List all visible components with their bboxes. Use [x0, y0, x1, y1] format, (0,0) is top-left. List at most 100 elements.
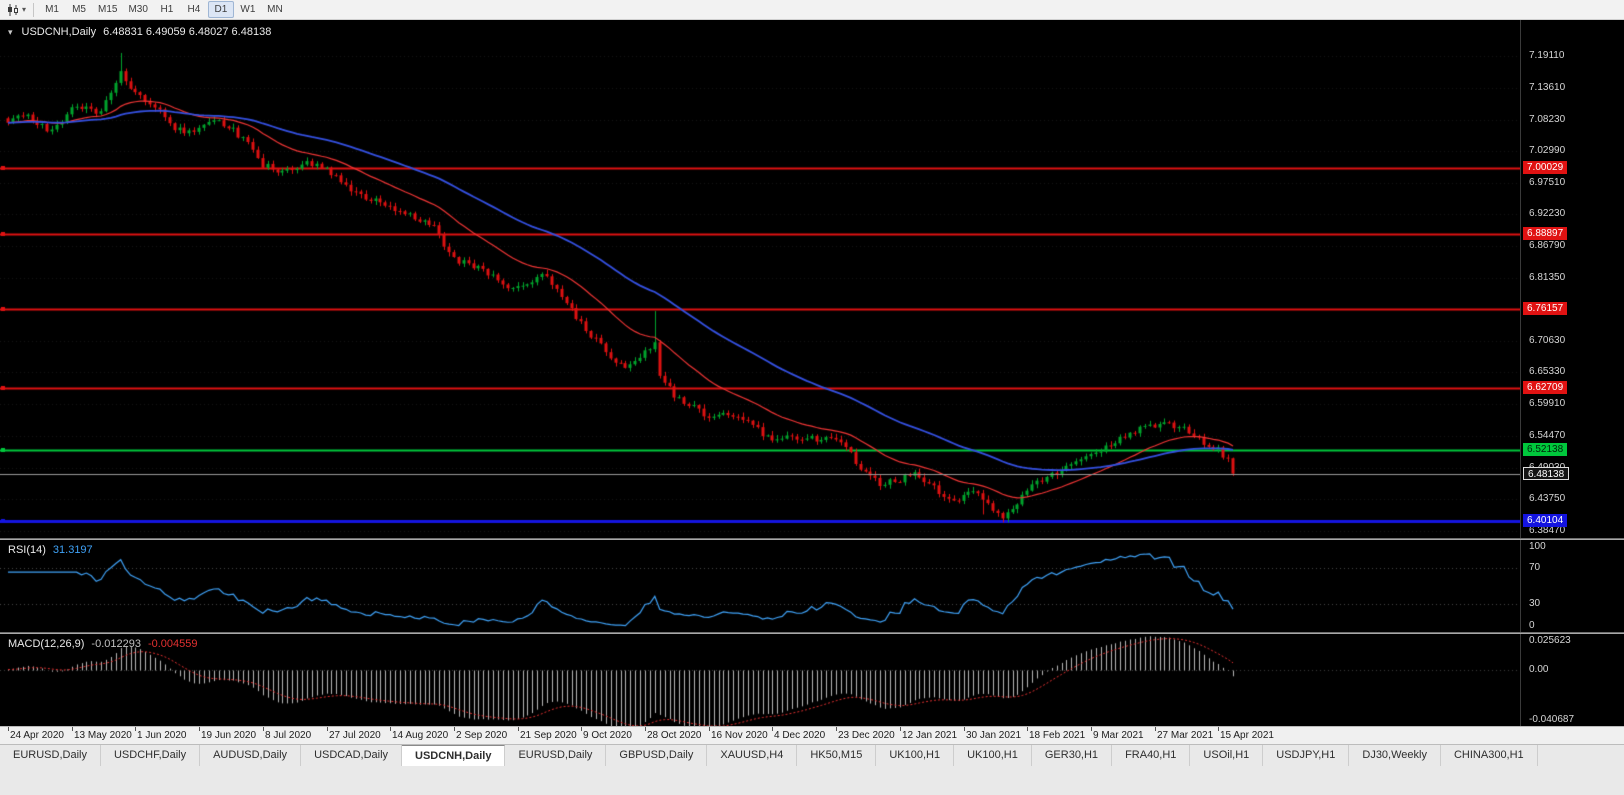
time-axis-label: 14 Aug 2020	[392, 730, 449, 741]
macd-signal-value: -0.004559	[147, 638, 198, 650]
timeframe-button-mn[interactable]: MN	[267, 4, 283, 15]
time-axis-label: 24 Apr 2020	[10, 730, 64, 741]
timeframe-button-w1[interactable]: W1	[240, 4, 256, 15]
price-axis[interactable]: 7.19110 7.13610 7.08230 7.02990 6.97510 6.922…	[1520, 20, 1624, 726]
rsi-name: RSI(14)	[8, 544, 46, 556]
chart-tab-usdcad-daily[interactable]: USDCAD,Daily	[301, 745, 403, 766]
price-level-tag[interactable]: 7.00029	[1523, 161, 1568, 175]
chart-tab-uk100-h1[interactable]: UK100,H1	[954, 745, 1032, 766]
chart-tabs-bar: EURUSD,Daily USDCHF,Daily AUDUSD,Daily USDC…	[0, 744, 1624, 766]
time-axis-tick	[199, 727, 200, 731]
macd-axis-label: -0.040687	[1529, 714, 1575, 725]
one-click-trading-arrow[interactable]: ▾	[8, 26, 13, 37]
chart-type-dropdown-caret[interactable]: ▾	[22, 5, 27, 14]
price-level-tag[interactable]: 6.76157	[1523, 301, 1568, 315]
price-axis-tick-label: 6.86790	[1529, 240, 1566, 252]
chart-tab-usoil-h1[interactable]: USOil,H1	[1190, 745, 1264, 766]
rsi-indicator-canvas[interactable]	[0, 540, 1520, 632]
time-axis-tick	[581, 727, 582, 731]
macd-axis-label: 0.00	[1529, 663, 1549, 675]
time-axis-tick	[709, 727, 710, 731]
price-axis-tick-label: 6.54470	[1529, 430, 1566, 442]
macd-label: MACD(12,26,9) -0.012293 -0.004559	[8, 638, 198, 650]
chart-tab-fra40-h1[interactable]: FRA40,H1	[1112, 745, 1191, 766]
window-bottom-filler	[0, 766, 1624, 795]
pane-divider-rsi[interactable]	[0, 538, 1624, 540]
time-axis-tick	[1218, 727, 1219, 731]
time-axis-label: 30 Jan 2021	[966, 730, 1022, 741]
rsi-axis-label: 70	[1529, 561, 1541, 573]
timeframe-button-m15[interactable]: M15	[98, 4, 118, 15]
chart-tab-ger30-h1[interactable]: GER30,H1	[1031, 745, 1113, 766]
rsi-value: 31.3197	[52, 544, 93, 556]
macd-name: MACD(12,26,9)	[8, 638, 85, 650]
chart-tab-usdcnh-daily[interactable]: USDCNH,Daily	[402, 745, 506, 766]
chart-tab-eurusd-daily[interactable]: EURUSD,Daily	[505, 745, 607, 766]
price-axis-tick-label: 6.92230	[1529, 208, 1566, 220]
price-level-tag[interactable]: 6.52138	[1523, 443, 1568, 457]
time-axis-label: 18 Feb 2021	[1029, 730, 1086, 741]
time-axis-label: 21 Sep 2020	[520, 730, 577, 741]
timeframe-toolbar: ▾ M1 M5 M15 M30 H1 H4 D1 W1 MN	[0, 0, 1624, 20]
chart-tab-xauusd-h4[interactable]: XAUUSD,H4	[707, 745, 798, 766]
timeframe-button-m1[interactable]: M1	[45, 4, 59, 15]
time-axis-tick	[1027, 727, 1028, 731]
chart-tab-audusd-daily[interactable]: AUDUSD,Daily	[200, 745, 302, 766]
time-axis-tick	[772, 727, 773, 731]
price-axis-tick-label: 7.13610	[1529, 82, 1566, 94]
macd-main-value: -0.012293	[91, 638, 141, 650]
price-axis-tick-label: 7.02990	[1529, 144, 1566, 156]
timeframe-button-h4[interactable]: H4	[187, 4, 201, 15]
time-axis-tick	[836, 727, 837, 731]
timeframe-button-h1[interactable]: H1	[160, 4, 174, 15]
time-axis-label: 19 Jun 2020	[201, 730, 257, 741]
chart-type-icon[interactable]	[4, 2, 22, 18]
price-axis-tick-label: 6.43750	[1529, 493, 1566, 505]
price-axis-tick-label: 7.08230	[1529, 113, 1566, 125]
timeframe-button-m30[interactable]: M30	[128, 4, 148, 15]
rsi-axis-label: 30	[1529, 598, 1541, 610]
chart-tab-usdjpy-h1[interactable]: USDJPY,H1	[1263, 745, 1350, 766]
time-axis-label: 9 Oct 2020	[583, 730, 632, 741]
chart-region: ▾ USDCNH,Daily 6.48831 6.49059 6.48027 6…	[0, 20, 1624, 726]
time-axis-tick	[135, 727, 136, 731]
chart-tab-china300-h1[interactable]: CHINA300,H1	[1440, 745, 1538, 766]
time-axis-label: 2 Sep 2020	[456, 730, 508, 741]
time-axis-label: 16 Nov 2020	[711, 730, 768, 741]
time-axis-tick	[390, 727, 391, 731]
chart-tab-hk50-m15[interactable]: HK50,M15	[797, 745, 877, 766]
price-level-tag[interactable]: 6.88897	[1523, 226, 1568, 240]
time-axis-label: 1 Jun 2020	[137, 730, 187, 741]
chart-tab-dj30-weekly[interactable]: DJ30,Weekly	[1349, 745, 1441, 766]
chart-title-overlay: ▾ USDCNH,Daily 6.48831 6.49059 6.48027 6…	[8, 26, 271, 38]
chart-tab-usdchf-daily[interactable]: USDCHF,Daily	[100, 745, 201, 766]
time-axis-tick	[1091, 727, 1092, 731]
time-axis[interactable]: 24 Apr 2020 13 May 2020 1 Jun 2020 19 Jun 2…	[0, 726, 1624, 744]
pane-divider-macd[interactable]	[0, 632, 1624, 634]
timeframe-button-d1[interactable]: D1	[207, 1, 234, 18]
price-level-tag[interactable]: 6.40104	[1523, 513, 1568, 527]
chart-tab-eurusd-daily[interactable]: EURUSD,Daily	[0, 745, 101, 766]
chart-tab-gbpusd-daily[interactable]: GBPUSD,Daily	[606, 745, 708, 766]
price-chart-canvas[interactable]	[0, 20, 1520, 538]
time-axis-label: 9 Mar 2021	[1093, 730, 1144, 741]
time-axis-tick	[518, 727, 519, 731]
time-axis-tick	[263, 727, 264, 731]
macd-indicator-canvas[interactable]	[0, 634, 1520, 726]
time-axis-label: 8 Jul 2020	[265, 730, 312, 741]
price-axis-tick-label: 6.97510	[1529, 176, 1566, 188]
time-axis-label: 12 Jan 2021	[902, 730, 958, 741]
bid-price-tag: 6.48138	[1523, 466, 1570, 480]
time-axis-tick	[72, 727, 73, 731]
time-axis-tick	[327, 727, 328, 731]
time-axis-label: 15 Apr 2021	[1220, 730, 1274, 741]
price-level-tag[interactable]: 6.62709	[1523, 380, 1568, 394]
timeframe-button-m5[interactable]: M5	[72, 4, 86, 15]
price-axis-tick-label: 6.65330	[1529, 366, 1566, 378]
time-axis-tick	[454, 727, 455, 731]
time-axis-label: 4 Dec 2020	[774, 730, 826, 741]
price-axis-tick-label: 6.38470	[1529, 524, 1566, 536]
rsi-label: RSI(14) 31.3197	[8, 544, 93, 556]
time-axis-label: 27 Mar 2021	[1157, 730, 1214, 741]
chart-tab-uk100-h1[interactable]: UK100,H1	[876, 745, 955, 766]
